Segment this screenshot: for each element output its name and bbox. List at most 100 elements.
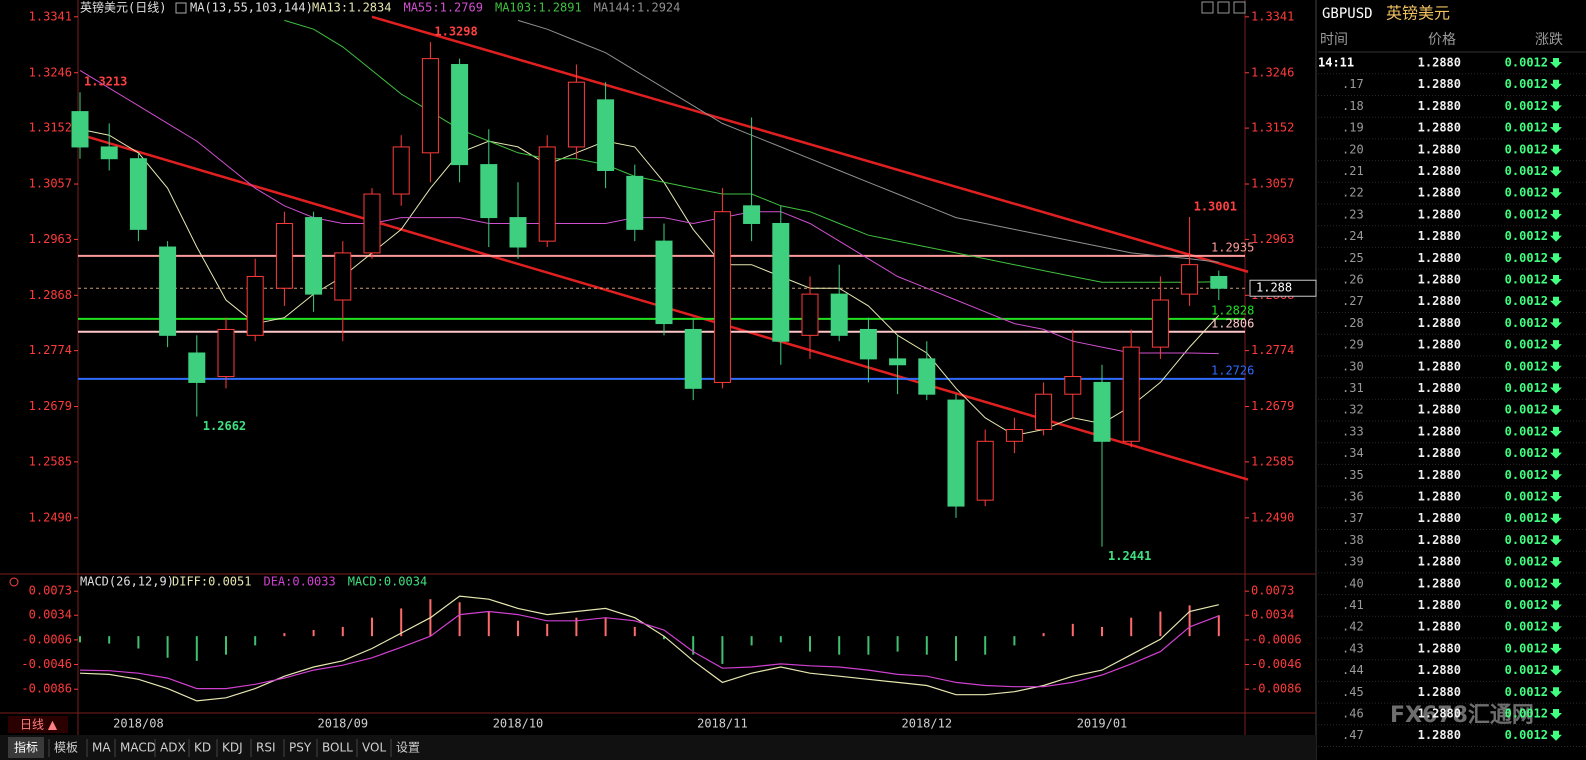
trend-line bbox=[371, 15, 1249, 273]
level-label: 1.2828 bbox=[1211, 303, 1254, 317]
row-change: 0.0012 bbox=[1505, 164, 1548, 178]
row-change: 0.0012 bbox=[1505, 707, 1548, 721]
high-label: 1.3001 bbox=[1194, 199, 1237, 213]
row-price: 1.2880 bbox=[1418, 663, 1461, 677]
y-tick-label-right: 1.3152 bbox=[1251, 121, 1294, 135]
row-time: .25 bbox=[1342, 251, 1364, 265]
y-tick-label: -0.0086 bbox=[21, 682, 72, 696]
row-time: .19 bbox=[1342, 121, 1364, 135]
row-price: 1.2880 bbox=[1418, 468, 1461, 482]
high-label: 1.3298 bbox=[434, 25, 477, 39]
toolbar-tab[interactable]: BOLL bbox=[322, 741, 353, 755]
row-change: 0.0012 bbox=[1505, 511, 1548, 525]
down-arrow bbox=[1550, 470, 1562, 481]
row-time: .40 bbox=[1342, 576, 1364, 590]
window-min[interactable] bbox=[1201, 1, 1214, 14]
candle-body bbox=[772, 222, 790, 342]
row-price: 1.2880 bbox=[1418, 229, 1461, 243]
row-price: 1.2880 bbox=[1418, 338, 1461, 352]
candle-body bbox=[188, 352, 206, 383]
toolbar-tab[interactable]: ADX bbox=[160, 741, 186, 755]
row-time: .42 bbox=[1342, 620, 1364, 634]
low-label: 1.2662 bbox=[203, 419, 246, 433]
low-label: 1.2441 bbox=[1108, 549, 1151, 563]
row-time: .22 bbox=[1342, 186, 1364, 200]
row-time: .27 bbox=[1342, 294, 1364, 308]
toolbar-tab[interactable]: 设置 bbox=[396, 741, 420, 755]
toolbar-tab[interactable]: MACD bbox=[120, 741, 156, 755]
x-tick-label: 2018/08 bbox=[113, 717, 164, 731]
candle-body bbox=[626, 175, 644, 230]
down-arrow bbox=[1550, 209, 1562, 220]
candle-body bbox=[480, 164, 498, 219]
row-change: 0.0012 bbox=[1505, 598, 1548, 612]
row-time: .29 bbox=[1342, 338, 1364, 352]
legend-entry: MA144:1.2924 bbox=[594, 1, 681, 15]
toolbar-tab[interactable]: PSY bbox=[289, 741, 312, 755]
ma-icon[interactable] bbox=[175, 2, 187, 14]
y-tick-label: 1.2679 bbox=[29, 399, 72, 413]
toolbar-tab[interactable]: MA bbox=[92, 741, 111, 755]
toolbar-tab[interactable]: VOL bbox=[362, 741, 386, 755]
ma-title: MA(13,55,103,144) bbox=[190, 1, 313, 15]
y-tick-label: 1.2585 bbox=[29, 454, 72, 468]
row-price: 1.2880 bbox=[1418, 294, 1461, 308]
toolbar-tab[interactable]: KDJ bbox=[222, 741, 243, 755]
watermark: FX678汇通网 bbox=[1390, 703, 1534, 728]
candle-body bbox=[129, 158, 147, 230]
macd-icon[interactable] bbox=[9, 577, 19, 587]
row-price: 1.2880 bbox=[1418, 316, 1461, 330]
row-price: 1.2880 bbox=[1418, 555, 1461, 569]
row-change: 0.0012 bbox=[1505, 56, 1548, 70]
toolbar-tab[interactable]: KD bbox=[194, 741, 211, 755]
row-price: 1.2880 bbox=[1418, 533, 1461, 547]
row-time: .33 bbox=[1342, 424, 1364, 438]
candle-body bbox=[801, 293, 819, 336]
candle-body bbox=[889, 358, 907, 366]
window-max[interactable] bbox=[1217, 1, 1230, 14]
ma-line bbox=[79, 128, 1220, 436]
down-arrow bbox=[1550, 578, 1562, 589]
candle-body bbox=[1122, 346, 1140, 442]
macd-title: MACD(26,12,9) bbox=[80, 575, 174, 589]
y-tick-label-right: 1.2490 bbox=[1251, 510, 1294, 524]
y-tick-label-right: 0.0034 bbox=[1251, 608, 1294, 622]
window-close[interactable] bbox=[1233, 1, 1246, 14]
row-price: 1.2880 bbox=[1418, 403, 1461, 417]
candle-body bbox=[159, 246, 177, 336]
candle-body bbox=[976, 440, 994, 501]
high-label: 1.3213 bbox=[84, 75, 127, 89]
down-arrow bbox=[1550, 405, 1562, 416]
toolbar-tab[interactable]: RSI bbox=[256, 741, 276, 755]
down-arrow bbox=[1550, 361, 1562, 372]
level-label: 1.2935 bbox=[1211, 240, 1254, 254]
row-change: 0.0012 bbox=[1505, 641, 1548, 655]
candle-body bbox=[859, 328, 877, 360]
col-header: 价格 bbox=[1428, 32, 1456, 48]
row-change: 0.0012 bbox=[1505, 229, 1548, 243]
ma-line bbox=[79, 69, 1219, 355]
down-arrow bbox=[1550, 275, 1562, 285]
row-time: .30 bbox=[1342, 359, 1364, 373]
col-header: 时间 bbox=[1320, 32, 1348, 48]
row-change: 0.0012 bbox=[1505, 424, 1548, 438]
down-arrow bbox=[1550, 231, 1562, 242]
toolbar-tab[interactable]: 指标 bbox=[14, 740, 38, 755]
down-arrow bbox=[1550, 600, 1562, 611]
candle-body bbox=[684, 328, 702, 389]
period-tab[interactable]: 日线 ▲ bbox=[20, 718, 58, 732]
macd-line bbox=[79, 610, 1220, 690]
ma-line bbox=[517, 19, 1219, 263]
row-change: 0.0012 bbox=[1505, 77, 1548, 91]
toolbar-tab[interactable]: 模板 bbox=[54, 741, 78, 755]
row-change: 0.0012 bbox=[1505, 186, 1548, 200]
x-tick-label: 2018/12 bbox=[902, 717, 953, 731]
row-time: .47 bbox=[1342, 728, 1364, 742]
last-price-label: 1.288 bbox=[1256, 281, 1292, 295]
down-arrow bbox=[1550, 426, 1562, 437]
candle-body bbox=[567, 81, 585, 148]
row-time: .43 bbox=[1342, 641, 1364, 655]
down-arrow bbox=[1550, 123, 1562, 134]
row-price: 1.2880 bbox=[1418, 641, 1461, 655]
